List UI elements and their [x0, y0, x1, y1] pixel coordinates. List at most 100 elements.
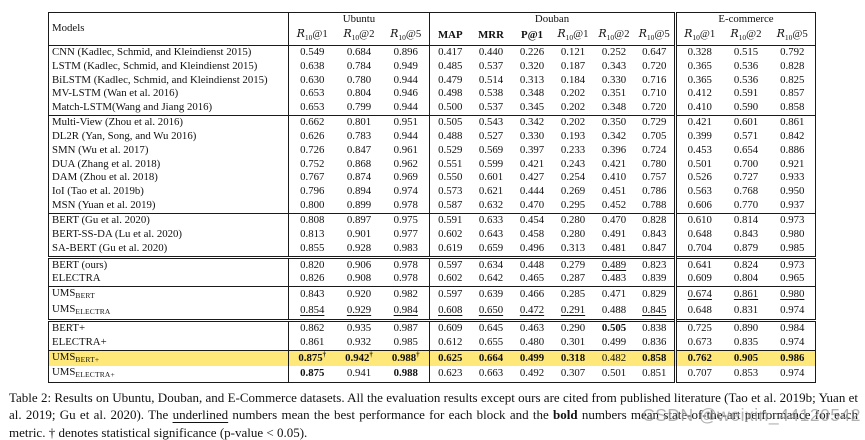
- dagger-mark: †: [416, 349, 420, 358]
- metric-cell: 0.851: [634, 366, 677, 383]
- model-name-cell: ELECTRA+: [48, 335, 289, 351]
- metric-cell: 0.645: [478, 321, 504, 334]
- metric-cell: 0.543: [478, 116, 504, 129]
- metric-cell: 0.421: [687, 116, 712, 129]
- metric-cell: 0.729: [634, 115, 677, 130]
- table-block: Multi-View (Zhou et al. 2016) 0.662 0.801 0…: [48, 115, 816, 214]
- model-name-cell: UMSBERT+: [48, 350, 289, 367]
- metric-cell: 0.632: [478, 199, 504, 212]
- metric-cell: 0.608: [438, 304, 463, 317]
- dataset-group-header: E-commerce: [718, 13, 774, 25]
- table-row: SA-BERT (Gu et al. 2020) 0.855 0.928 0.983 0…: [48, 241, 816, 257]
- metric-cell: 0.643: [478, 227, 504, 240]
- metric-cell: 0.974: [382, 185, 430, 200]
- metric-cell: 0.537: [478, 59, 504, 72]
- metric-cell: 0.491: [601, 227, 627, 240]
- metric-cell: 0.901: [346, 227, 372, 240]
- metric-cell: 0.601: [733, 116, 759, 129]
- metric-cell: 0.836: [634, 335, 677, 351]
- metric-cell: 0.485: [438, 59, 463, 72]
- metric-cell: 0.975: [382, 213, 430, 228]
- metric-cell: 0.609: [687, 272, 712, 285]
- metric-cell: 0.501: [601, 367, 627, 380]
- metric-cell: 0.801: [346, 116, 372, 129]
- metric-cell: 0.496: [519, 241, 545, 254]
- metric-cell: 0.634: [478, 258, 504, 271]
- metric-cell: 0.550: [438, 171, 463, 184]
- metric-cell: 0.921: [780, 157, 805, 170]
- table-block: BERT (ours) 0.820 0.906 0.978 0.597 0.634 0.44…: [48, 257, 816, 287]
- table-row: DAM (Zhou et al. 2018) 0.767 0.874 0.969 0.5…: [48, 171, 816, 186]
- metric-cell: 0.855: [300, 241, 325, 254]
- metric-cell: 0.342: [519, 116, 545, 129]
- metric-cell: 0.498: [438, 87, 463, 100]
- metric-cell: 0.894: [346, 185, 372, 198]
- metric-cell: 0.501: [687, 157, 712, 170]
- metric-cell: 0.121: [560, 45, 586, 58]
- metric-cell: 0.780: [346, 73, 372, 86]
- metric-cell: 0.986: [769, 350, 816, 367]
- metric-cell: 0.757: [634, 171, 677, 186]
- metric-cell: 0.659: [478, 241, 504, 254]
- model-subscript: ELECTRA: [75, 307, 111, 317]
- metric-cell: 0.638: [300, 59, 325, 72]
- metric-cell: 0.858: [634, 350, 677, 367]
- metric-cell: 0.514: [478, 73, 504, 86]
- metric-cell: 0.874: [346, 171, 372, 184]
- dagger-mark: †: [369, 349, 373, 358]
- metric-cell: 0.591: [438, 213, 463, 226]
- metric-column-header: R10@2: [343, 26, 375, 42]
- metric-cell: 0.536: [733, 59, 759, 72]
- metric-cell: 0.705: [634, 129, 677, 144]
- metric-cell: 0.829: [634, 286, 677, 304]
- models-column-header: Models: [48, 12, 289, 46]
- metric-cell: 0.929: [346, 304, 372, 317]
- metric-cell: 0.301: [560, 335, 586, 348]
- table-row: BiLSTM (Kadlec, Schmid, and Kleindienst …: [48, 73, 816, 88]
- metric-cell: 0.842: [780, 129, 805, 142]
- metric-cell: 0.980: [780, 288, 805, 301]
- metric-cell: 0.290: [560, 321, 586, 334]
- caption-segment: bold: [553, 407, 578, 423]
- metric-cell: 0.612: [438, 335, 463, 348]
- metric-cell: 0.857: [780, 87, 805, 100]
- metric-cell: 0.978: [382, 199, 430, 214]
- metric-cell: 0.454: [519, 213, 545, 226]
- metric-cell: 0.184: [560, 73, 586, 86]
- metric-cell: 0.648: [687, 227, 712, 240]
- model-subscript: BERT+: [75, 354, 100, 364]
- metric-cell: 0.202: [560, 116, 586, 129]
- metric-cell: 0.458: [519, 227, 545, 240]
- metric-column-header: R10@2: [730, 26, 762, 42]
- metric-cell: 0.854: [300, 304, 325, 317]
- metric-cell: 0.647: [634, 45, 677, 60]
- metric-column-header: MRR: [478, 28, 504, 41]
- metric-cell: 0.974: [780, 335, 805, 348]
- metric-cell: 0.313: [519, 73, 545, 86]
- metric-cell: 0.838: [634, 320, 677, 336]
- metric-cell: 0.597: [438, 258, 463, 271]
- metric-cell: 0.285: [560, 288, 586, 301]
- metric-cell: 0.899: [346, 199, 372, 212]
- csdn-watermark: CSDN @weixin_44120542: [642, 405, 861, 425]
- metric-cell: 0.984: [382, 303, 430, 321]
- metric-cell: 0.343: [601, 59, 627, 72]
- metric-cell: 0.601: [478, 171, 504, 184]
- metric-cell: 0.987: [382, 320, 430, 336]
- metric-cell: 0.988: [382, 366, 430, 383]
- metric-column-header: MAP: [437, 28, 463, 41]
- metric-cell: 0.792: [780, 45, 805, 58]
- metric-cell: 0.950: [780, 185, 805, 198]
- model-name-cell: SMN (Wu et al. 2017): [48, 143, 289, 158]
- metric-cell: 0.482: [593, 350, 635, 367]
- metric-cell: 0.974: [780, 367, 805, 380]
- model-name-cell: CNN (Kadlec, Schmid, and Kleindienst 201…: [48, 45, 289, 60]
- metric-cell: 0.710: [634, 87, 677, 102]
- metric-cell: 0.597: [438, 288, 463, 301]
- table-block: UMSBERT+ 0.875† 0.942† 0.988† 0.625 0.664 0.49…: [48, 349, 816, 383]
- metric-cell: 0.944: [382, 129, 430, 144]
- metric-cell: 0.351: [601, 87, 627, 100]
- metric-cell: 0.483: [601, 272, 627, 285]
- metric-cell: 0.399: [687, 129, 712, 142]
- metric-cell: 0.243: [560, 157, 586, 170]
